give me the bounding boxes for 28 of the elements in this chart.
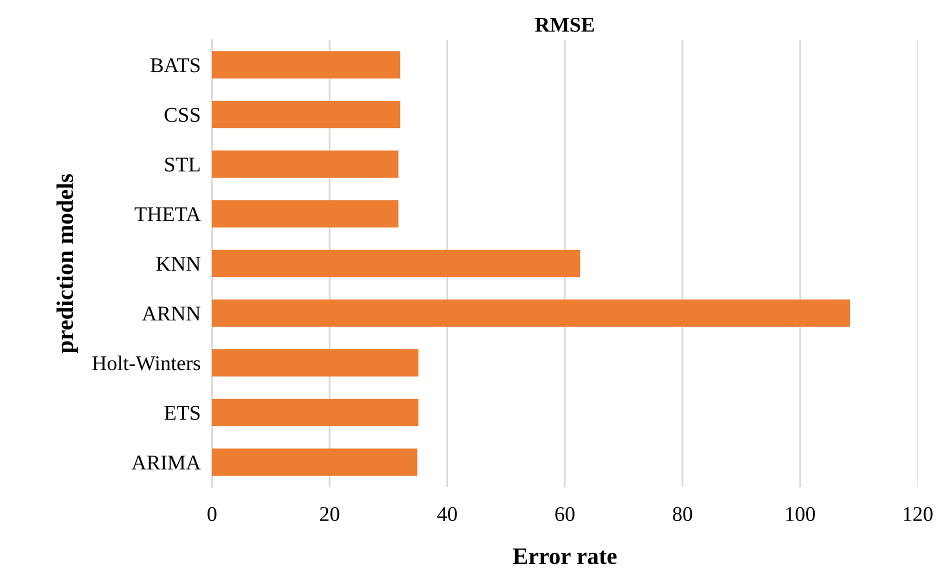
bar xyxy=(212,250,580,278)
chart-title: RMSE xyxy=(535,18,594,32)
y-tick-label: ETS xyxy=(164,406,200,420)
x-axis-title: Error rate xyxy=(512,548,617,564)
bar xyxy=(212,100,400,128)
x-tick-label: 20 xyxy=(320,507,340,522)
bar xyxy=(212,300,850,327)
x-tick-label: 100 xyxy=(786,507,815,522)
y-tick-label: STL xyxy=(165,158,200,172)
y-axis-title: prediction models xyxy=(56,174,78,354)
y-tick-label: ARIMA xyxy=(132,456,201,470)
bar xyxy=(212,51,400,78)
x-tick-label: 80 xyxy=(672,507,692,522)
x-tick-label: 40 xyxy=(437,507,457,522)
bar xyxy=(212,150,398,178)
y-tick-label: KNN xyxy=(156,257,200,271)
x-tick-label: 120 xyxy=(904,507,933,522)
y-tick-label: Holt-Winters xyxy=(92,356,200,370)
y-tick-label: ARNN xyxy=(142,306,200,320)
y-tick-label: BATS xyxy=(150,58,200,72)
y-tick-label: CSS xyxy=(164,108,200,122)
bar xyxy=(212,398,418,426)
x-tick-label: 0 xyxy=(208,507,216,522)
bar xyxy=(212,349,418,376)
bar xyxy=(212,448,418,476)
bar xyxy=(212,200,398,228)
x-tick-label: 60 xyxy=(555,507,574,522)
y-tick-label: THETA xyxy=(134,207,201,222)
